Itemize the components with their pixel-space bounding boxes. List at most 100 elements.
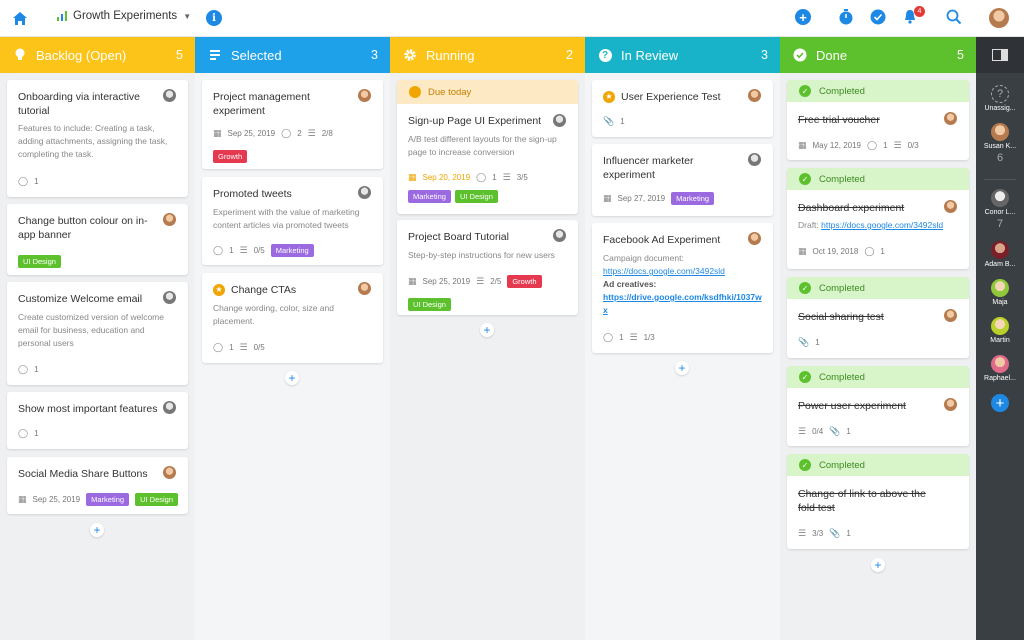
task-card[interactable]: ★ Change CTAs Change wording, color, size… xyxy=(202,273,383,363)
card-title: Change CTAs xyxy=(231,284,297,296)
assignee-avatar xyxy=(358,89,371,102)
search-icon[interactable] xyxy=(946,9,964,27)
assignee-avatar xyxy=(358,282,371,295)
task-card[interactable]: Show most important features ◯ 1 xyxy=(7,392,188,449)
rail-user[interactable]: Raphael... xyxy=(976,355,1024,382)
assignee-avatar xyxy=(163,291,176,304)
user-avatar xyxy=(991,355,1009,373)
assignee-avatar xyxy=(163,401,176,414)
task-card[interactable]: Change button colour on in-app banner UI… xyxy=(7,204,188,275)
column-header: Selected 3 xyxy=(195,37,390,73)
column-name: In Review xyxy=(621,47,679,63)
add-card-button[interactable]: + xyxy=(675,361,689,375)
tag: Growth xyxy=(213,150,248,163)
task-card[interactable]: Promoted tweets Experiment with the valu… xyxy=(202,177,383,265)
task-card[interactable]: ✓ Completed Power user experiment ☰ 0/4 📎 1 xyxy=(787,366,969,446)
tag: Marketing xyxy=(408,190,451,203)
add-icon[interactable]: + xyxy=(795,9,813,27)
card-meta: ▦ Sep 25, 2019 ☰ 2/5 Growth xyxy=(408,275,542,288)
task-card[interactable]: ★ User Experience Test 📎 1 xyxy=(592,80,773,137)
timer-icon[interactable] xyxy=(838,9,856,27)
task-card[interactable]: Project management experiment ▦ Sep 25, 2… xyxy=(202,80,383,169)
comment-icon: ◯ xyxy=(864,246,875,256)
column-selected: Selected 3 Project management experiment… xyxy=(195,37,390,640)
task-card[interactable]: Influencer marketer experiment ▦ Sep 27, … xyxy=(592,144,773,216)
card-title: Change of link to above the fold test xyxy=(798,488,926,514)
card-description: Draft: https://docs.google.com/3492sld xyxy=(798,220,944,230)
task-card[interactable]: Facebook Ad Experiment Campaign document… xyxy=(592,223,773,353)
check-icon: ✓ xyxy=(799,282,811,294)
star-icon: ★ xyxy=(213,284,225,297)
card-meta: ☰ 0/4 📎 1 xyxy=(798,426,851,436)
panel-toggle[interactable] xyxy=(976,37,1024,73)
home-icon[interactable] xyxy=(11,9,29,27)
user-avatar[interactable] xyxy=(989,8,1009,28)
document-link[interactable]: https://docs.google.com/3492sld xyxy=(603,266,725,276)
assignee-avatar xyxy=(944,200,957,213)
rail-user[interactable]: Susan K... 6 xyxy=(976,123,1024,164)
add-card-button[interactable]: + xyxy=(90,523,104,537)
task-card[interactable]: ✓ Completed Dashboard experiment Draft: h… xyxy=(787,168,969,269)
card-meta: ◯ 1 xyxy=(18,428,39,438)
task-card[interactable]: Customize Welcome email Create customize… xyxy=(7,282,188,385)
column-header: Done 5 xyxy=(780,37,976,73)
task-card[interactable]: ✓ Completed Free trial voucher ▦ May 12, 2… xyxy=(787,80,969,160)
user-avatar xyxy=(991,189,1009,207)
card-title: Promoted tweets xyxy=(213,188,292,200)
rail-user[interactable]: Conor L... 7 xyxy=(976,189,1024,230)
card-title: Influencer marketer experiment xyxy=(603,155,694,181)
card-title: Sign-up Page UI Experiment xyxy=(408,115,542,127)
comment-icon: ◯ xyxy=(213,245,224,255)
column-count: 3 xyxy=(761,48,768,62)
task-card[interactable]: Onboarding via interactive tutorial Feat… xyxy=(7,80,188,197)
attachment-icon: 📎 xyxy=(829,528,841,538)
card-title: Social sharing test xyxy=(798,311,884,323)
assignee-avatar xyxy=(944,398,957,411)
card-title: User Experience Test xyxy=(621,91,721,103)
comment-icon: ◯ xyxy=(603,332,614,342)
column-done: Done 5 ✓ Completed Free trial voucher ▦ Ma… xyxy=(780,37,976,640)
checklist-icon: ☰ xyxy=(629,332,638,342)
calendar-icon: ▦ xyxy=(408,172,417,182)
task-card[interactable]: ✓ Completed Change of link to above the f… xyxy=(787,454,969,549)
checklist-icon: ☰ xyxy=(239,342,248,352)
column-header: ? In Review 3 xyxy=(585,37,780,73)
add-card-button[interactable]: + xyxy=(480,323,494,337)
draft-link[interactable]: https://docs.google.com/3492sld xyxy=(821,220,944,230)
assignee-avatar xyxy=(748,153,761,166)
card-description: Experiment with the value of marketing c… xyxy=(213,207,360,230)
add-user-button[interactable]: + xyxy=(991,394,1009,412)
rail-user[interactable]: Martin xyxy=(976,317,1024,344)
checkmark-icon[interactable] xyxy=(870,9,888,27)
card-title-row: ★ User Experience Test xyxy=(603,90,743,104)
bar-chart-icon xyxy=(57,11,67,21)
card-meta: 📎 1 xyxy=(798,337,820,347)
card-title-row: ★ Change CTAs xyxy=(213,283,353,297)
task-card[interactable]: ✓ Completed Social sharing test 📎 1 xyxy=(787,277,969,358)
tag: UI Design xyxy=(408,298,451,311)
rail-unassigned[interactable]: ? Unassig... xyxy=(976,85,1024,112)
check-icon: ✓ xyxy=(799,371,811,383)
bell-icon[interactable]: 4 xyxy=(902,6,925,27)
rail-user[interactable]: Adam B... xyxy=(976,241,1024,268)
completed-banner: ✓ Completed xyxy=(787,80,969,102)
card-description: A/B test different layouts for the sign-… xyxy=(408,134,557,157)
task-card[interactable]: Project Board Tutorial Step-by-step inst… xyxy=(397,220,578,315)
creatives-link[interactable]: https://drive.google.com/ksdfhki/1037wx xyxy=(603,292,762,315)
task-card[interactable]: Social Media Share Buttons ▦ Sep 25, 2019… xyxy=(7,457,188,514)
info-icon[interactable]: i xyxy=(206,10,222,26)
tag: UI Design xyxy=(18,255,61,268)
tag: Marketing xyxy=(671,192,715,205)
comment-icon: ◯ xyxy=(18,176,29,186)
task-card[interactable]: Due today Sign-up Page UI Experiment A/B… xyxy=(397,80,578,214)
rail-user[interactable]: Maja xyxy=(976,279,1024,306)
card-title: Show most important features xyxy=(18,403,158,415)
add-card-button[interactable]: + xyxy=(871,558,885,572)
add-card-button[interactable]: + xyxy=(285,371,299,385)
project-selector[interactable]: Growth Experiments ▼ xyxy=(57,10,191,22)
project-name: Growth Experiments xyxy=(73,10,178,22)
assignee-avatar xyxy=(163,213,176,226)
notification-badge: 4 xyxy=(914,6,925,17)
assignee-rail: ? Unassig... Susan K... 6 Conor L... 7 A… xyxy=(976,37,1024,640)
column-in-review: ? In Review 3 ★ User Experience Test 📎 1 I… xyxy=(585,37,780,640)
